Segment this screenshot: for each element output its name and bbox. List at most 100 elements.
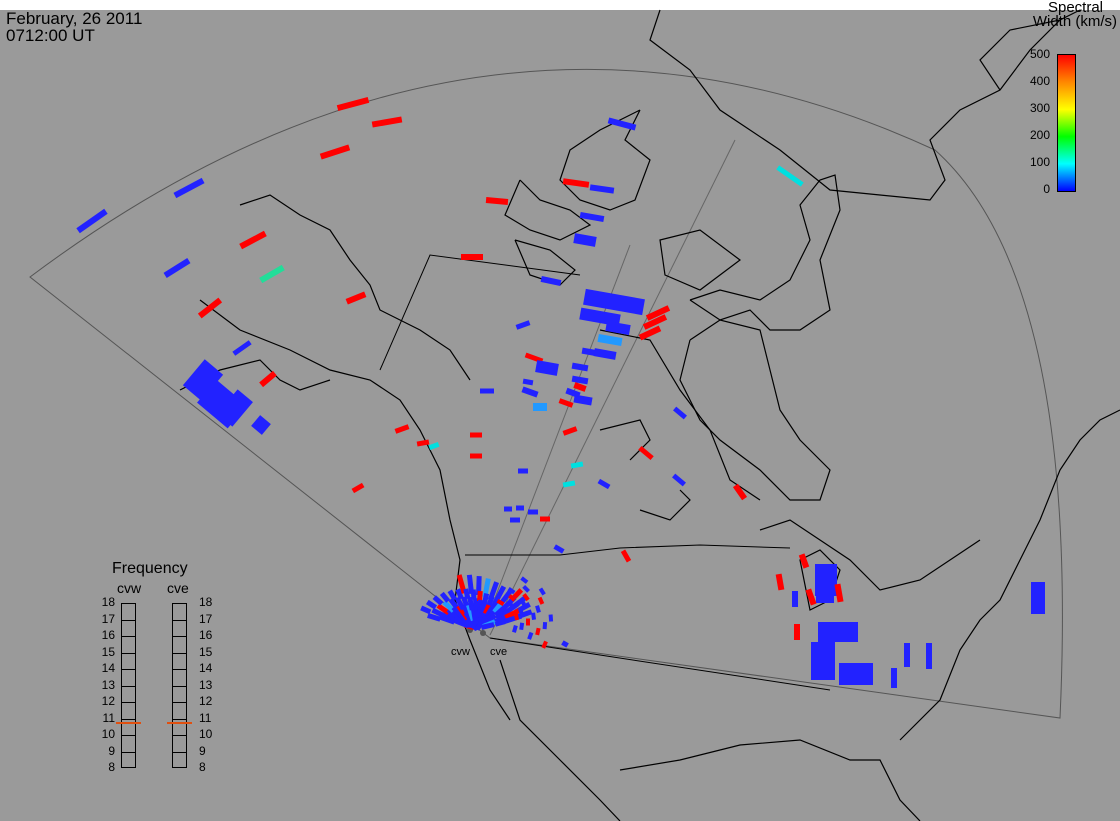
echo-cell (259, 264, 285, 284)
echo-cell (520, 576, 529, 584)
echo-cell (480, 622, 495, 630)
coastlines (179, 9, 1120, 821)
echo-cell (904, 643, 910, 667)
echo-cell (516, 505, 524, 511)
echo-cell (926, 643, 932, 669)
scatter-echoes (76, 96, 1045, 688)
echo-cell (492, 585, 507, 605)
frequency-marker (167, 721, 192, 724)
echo-cell (805, 588, 817, 606)
echo-cell (540, 275, 562, 287)
echo-cell (442, 600, 456, 613)
frequency-tick-right: 8 (199, 760, 206, 774)
frequency-tick-right: 9 (199, 743, 206, 758)
echo-cell (792, 591, 798, 607)
echo-cell (217, 389, 253, 427)
echo-cell (562, 480, 576, 488)
echo-cell (520, 600, 528, 609)
echo-cell (492, 602, 503, 614)
frequency-tick-left: 9 (108, 743, 115, 758)
echo-cell (518, 468, 528, 474)
echo-cell (251, 415, 271, 435)
echo-cell (834, 583, 844, 603)
echo-cell (482, 578, 491, 598)
echo-cell (487, 581, 499, 601)
echo-cell (571, 362, 589, 372)
echo-cell (182, 359, 224, 401)
echo-cell (593, 348, 617, 360)
echo-cell (425, 599, 438, 610)
echo-cell (470, 453, 482, 459)
echo-cell (531, 612, 537, 620)
echo-cell (259, 370, 277, 388)
echo-cell (776, 165, 804, 187)
echo-cell (818, 622, 858, 642)
echo-cell (463, 588, 471, 600)
echo-cell (815, 564, 837, 596)
frequency-tick-right: 11 (199, 710, 212, 725)
echo-cell (526, 618, 530, 626)
frequency-tick-right: 16 (199, 628, 213, 642)
echo-cell (562, 426, 578, 436)
frequency-tick-left: 10 (101, 727, 115, 741)
echo-cell (527, 631, 534, 640)
echo-cell (456, 574, 467, 594)
frequency-title: Frequency (112, 560, 188, 577)
echo-cell (565, 387, 581, 399)
echo-cell (540, 516, 550, 522)
echo-cell (510, 517, 520, 523)
echo-cell (538, 587, 546, 596)
frequency-tick-right: 12 (199, 694, 213, 708)
echo-cell (513, 612, 520, 621)
echo-cell (548, 614, 554, 622)
echo-cell (163, 258, 191, 278)
echo-cell (336, 96, 370, 112)
colorbar-tick: 500 (1029, 47, 1050, 61)
echo-cell (476, 576, 482, 596)
echo-cell (798, 553, 810, 569)
echo-cell (489, 599, 500, 611)
echo-cell (732, 483, 748, 501)
echo-cell (470, 432, 482, 438)
echo-cell (541, 640, 548, 649)
echo-cell (794, 624, 800, 640)
beam-divider-1 (489, 139, 736, 636)
echo-cell (455, 588, 464, 600)
colorbar-title-line1: Spectral (1047, 0, 1103, 16)
frequency-tick-left: 13 (101, 677, 115, 692)
echo-cell (427, 613, 441, 622)
boundaries (379, 254, 831, 691)
echo-cell (512, 625, 518, 633)
echo-cell (522, 593, 530, 602)
frequency-tick-right: 17 (199, 611, 213, 626)
site-label-cvw: cvw (451, 646, 470, 658)
echo-cell (507, 600, 515, 609)
echo-cell (394, 424, 410, 434)
echo-cell (232, 340, 252, 356)
frequency-tick-left: 12 (101, 694, 115, 708)
echo-cell (533, 403, 547, 411)
echo-cell (542, 621, 548, 630)
frequency-tick-left: 14 (101, 661, 115, 675)
echo-cell (581, 347, 599, 357)
echo-cell (642, 314, 668, 330)
echo-cell (672, 473, 686, 487)
echo-cell (477, 590, 483, 602)
echo-cell (573, 382, 587, 392)
frequency-radar-right: cve (167, 580, 189, 596)
echo-cell (522, 584, 530, 593)
echo-cell (432, 595, 444, 606)
echo-cell (76, 208, 108, 234)
echo-cell (528, 509, 538, 515)
frequency-tick-right: 14 (199, 661, 213, 675)
echo-cell (493, 606, 505, 618)
time-label: 0712:00 UT (6, 26, 95, 45)
frequency-tick-left: 15 (101, 644, 115, 659)
radar-site-cve (480, 630, 486, 636)
date-label: February, 26 2011 (6, 9, 143, 28)
echo-cell (570, 461, 584, 469)
colorbar-title-line2: Width (km/s) (1032, 13, 1117, 30)
site-label-cve: cve (490, 646, 508, 658)
frequency-tick-right: 15 (199, 644, 213, 659)
